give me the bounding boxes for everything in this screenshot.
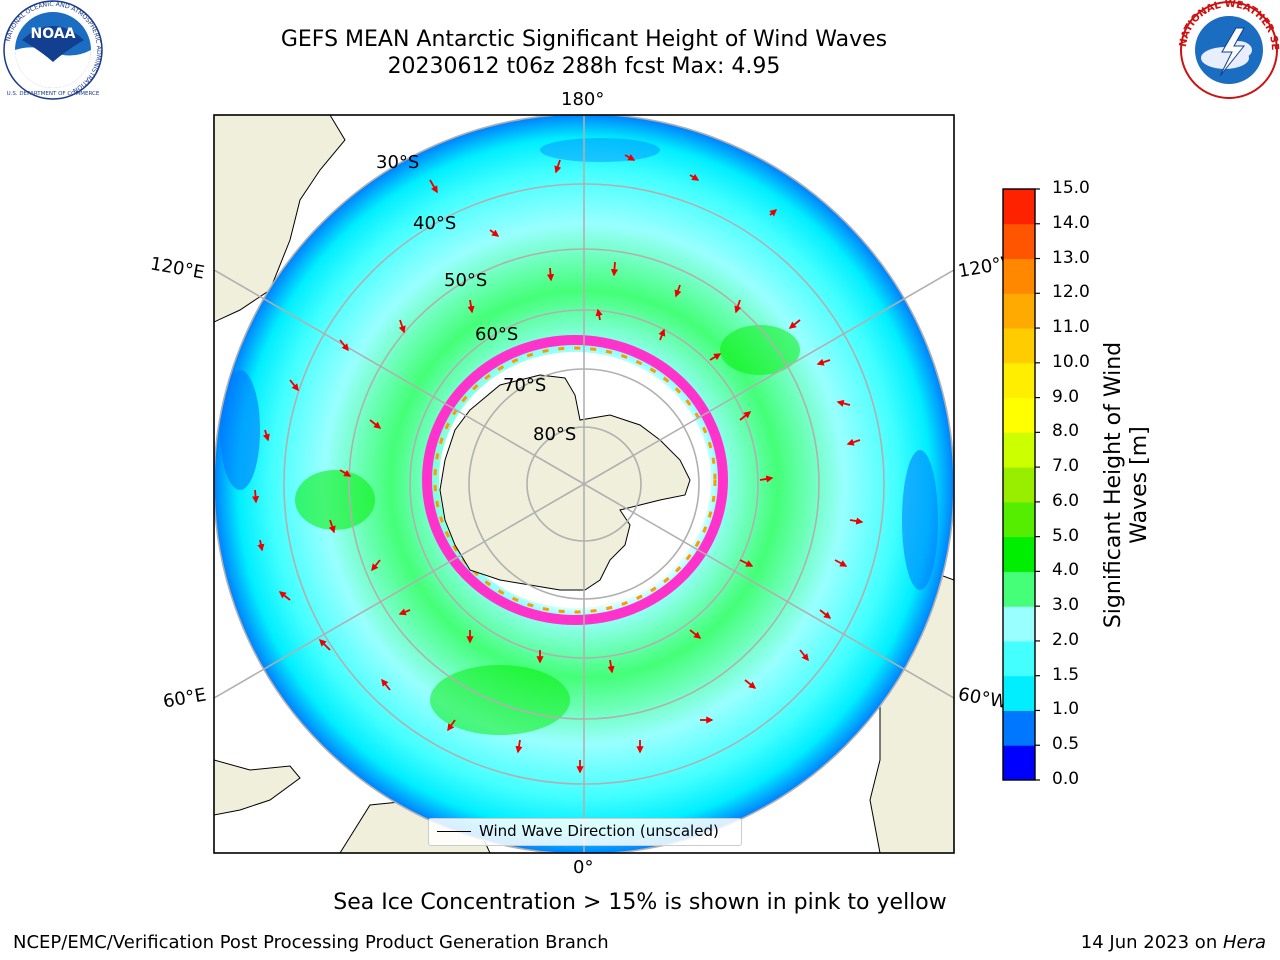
colorbar-band: [1003, 397, 1035, 433]
colorbar-tick-label: 9.0: [1052, 386, 1080, 407]
footer-producer: NCEP/EMC/Verification Post Processing Pr…: [13, 932, 609, 953]
colorbar-band: [1003, 467, 1035, 503]
colorbar-tick-label: 12.0: [1052, 282, 1090, 303]
colorbar-tick-label: 10.0: [1052, 351, 1090, 372]
graticule: [214, 115, 954, 853]
noaa-logo-text: NOAA: [31, 26, 76, 42]
colorbar-tick-label: 3.0: [1052, 595, 1080, 616]
noaa-logo: NOAA NATIONAL OCEANIC AND ATMOSPHERIC AD…: [3, 0, 103, 100]
colorbar-band: [1003, 432, 1035, 468]
chart-subtitle: 20230612 t06z 288h fcst Max: 4.95: [387, 54, 781, 79]
latitude-label-40s: 40°S: [413, 213, 457, 234]
latitude-label-80s: 80°S: [533, 424, 577, 445]
colorbar-tick-label: 14.0: [1052, 212, 1090, 233]
map-legend: Wind Wave Direction (unscaled): [428, 818, 742, 846]
latitude-label-50s: 50°S: [444, 270, 488, 291]
colorbar-band: [1003, 501, 1035, 538]
colorbar-band: [1003, 606, 1035, 642]
colorbar-band: [1003, 536, 1035, 572]
map-frame: [213, 114, 955, 854]
colorbar-tick-label: 4.0: [1052, 560, 1080, 581]
noaa-logo-bottom-text: U.S. DEPARTMENT OF COMMERCE: [7, 91, 100, 97]
colorbar-tick-label: 11.0: [1052, 317, 1090, 338]
antarctic-map: [213, 114, 955, 854]
colorbar-title-line2: Waves [m]: [1127, 426, 1152, 544]
colorbar-band: [1003, 640, 1035, 677]
wind-wave-arrows: [251, 154, 864, 774]
colorbar-tick-label: 13.0: [1052, 247, 1090, 268]
antarctica-landmass: [439, 374, 691, 591]
colorbar-tick-label: 7.0: [1052, 456, 1080, 477]
colorbar: [1002, 188, 1040, 781]
colorbar-band: [1003, 362, 1035, 399]
colorbar-band: [1003, 293, 1035, 329]
longitude-label-bottom: 0°: [573, 857, 594, 878]
longitude-label-top: 180°: [561, 89, 605, 110]
colorbar-band: [1003, 189, 1035, 225]
colorbar-band: [1003, 675, 1035, 711]
colorbar-band: [1003, 258, 1035, 294]
latitude-label-60s: 60°S: [475, 324, 519, 345]
colorbar-band: [1003, 223, 1035, 260]
footer-date: 14 Jun 2023 on Hera: [1081, 932, 1266, 953]
sea-ice-note: Sea Ice Concentration > 15% is shown in …: [333, 890, 947, 915]
colorbar-title: Significant Height of Wind Waves [m]: [1101, 342, 1153, 628]
colorbar-tick-label: 8.0: [1052, 421, 1080, 442]
legend-line-swatch: [437, 831, 471, 832]
footer-date-text: 14 Jun 2023 on: [1080, 932, 1223, 953]
colorbar-tick-label: 5.0: [1052, 525, 1080, 546]
legend-label: Wind Wave Direction (unscaled): [479, 822, 719, 840]
colorbar-tick-label: 0.5: [1052, 734, 1080, 755]
colorbar-band: [1003, 328, 1035, 364]
colorbar-band: [1003, 745, 1035, 781]
colorbar-tick-label: 15.0: [1052, 178, 1090, 198]
colorbar-tick-label: 1.0: [1052, 699, 1080, 720]
latitude-label-70s: 70°S: [503, 375, 547, 396]
colorbar-band: [1003, 710, 1035, 746]
colorbar-tick-label: 2.0: [1052, 629, 1080, 650]
footer-machine: Hera: [1222, 932, 1266, 953]
chart-title: GEFS MEAN Antarctic Significant Height o…: [280, 27, 888, 52]
colorbar-title-line1: Significant Height of Wind: [1101, 341, 1126, 629]
nws-logo: NATIONAL WEATHER SERVICE: [1178, 0, 1280, 99]
colorbar-tick-label: 0.0: [1052, 769, 1080, 789]
latitude-label-30s: 30°S: [376, 152, 420, 173]
colorbar-tick-label: 6.0: [1052, 490, 1080, 511]
colorbar-band: [1003, 571, 1035, 607]
colorbar-tick-label: 1.5: [1052, 664, 1080, 685]
